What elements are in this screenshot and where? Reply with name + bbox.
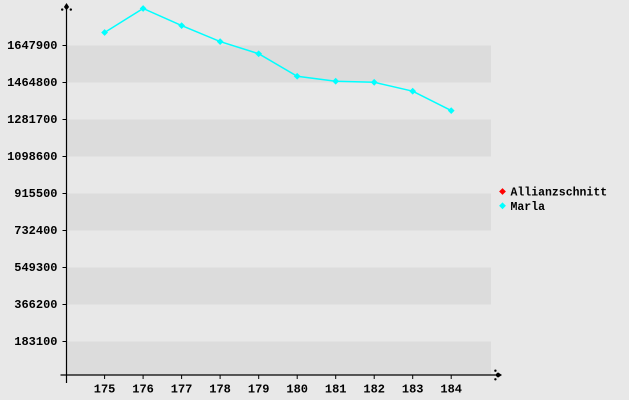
- svg-text:1647900: 1647900: [7, 39, 57, 53]
- svg-text:182: 182: [363, 383, 385, 397]
- svg-text:915500: 915500: [14, 187, 57, 201]
- svg-text:178: 178: [209, 383, 231, 397]
- svg-text:1098600: 1098600: [7, 150, 57, 164]
- svg-text:176: 176: [132, 383, 154, 397]
- svg-text:177: 177: [171, 383, 193, 397]
- svg-text:180: 180: [286, 383, 308, 397]
- svg-text:183100: 183100: [14, 335, 57, 349]
- svg-text:1464800: 1464800: [7, 76, 57, 90]
- svg-text:732400: 732400: [14, 224, 57, 238]
- svg-text:1281700: 1281700: [7, 113, 57, 127]
- svg-text:175: 175: [94, 383, 116, 397]
- svg-text:184: 184: [440, 383, 462, 397]
- svg-text:Allianzschnitt: Allianzschnitt: [511, 187, 608, 200]
- svg-text:366200: 366200: [14, 298, 57, 312]
- svg-text:549300: 549300: [14, 261, 57, 275]
- svg-text:179: 179: [248, 383, 270, 397]
- svg-text:181: 181: [325, 383, 347, 397]
- svg-text:Marla: Marla: [511, 201, 546, 214]
- svg-text:183: 183: [402, 383, 424, 397]
